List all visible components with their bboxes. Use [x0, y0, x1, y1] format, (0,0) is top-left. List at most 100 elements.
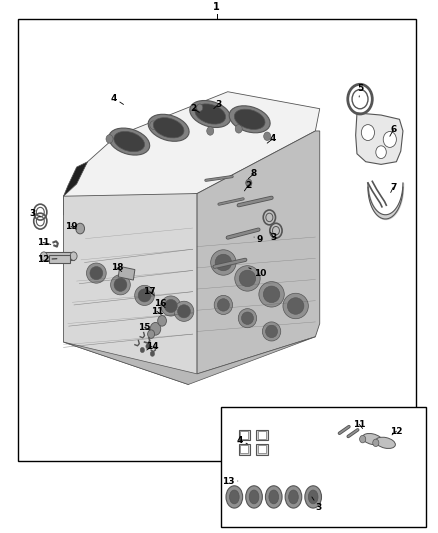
Circle shape	[361, 125, 374, 141]
Text: 10: 10	[249, 268, 266, 278]
Circle shape	[196, 106, 203, 115]
Circle shape	[158, 316, 166, 326]
Circle shape	[150, 322, 161, 335]
Circle shape	[150, 351, 155, 357]
Ellipse shape	[283, 293, 308, 319]
Ellipse shape	[164, 300, 177, 312]
Ellipse shape	[86, 263, 106, 283]
Ellipse shape	[174, 301, 194, 321]
Text: 12: 12	[390, 426, 403, 435]
Ellipse shape	[235, 265, 260, 291]
Text: 8: 8	[248, 169, 257, 179]
Ellipse shape	[214, 295, 233, 314]
Polygon shape	[356, 113, 403, 164]
Ellipse shape	[229, 106, 270, 133]
Text: 11: 11	[151, 307, 163, 316]
Ellipse shape	[114, 132, 145, 152]
Text: 13: 13	[223, 477, 238, 486]
Bar	[221, 407, 426, 527]
Text: 4: 4	[237, 435, 247, 445]
Bar	[18, 19, 416, 462]
Bar	[256, 444, 268, 455]
Circle shape	[235, 125, 242, 133]
Ellipse shape	[265, 325, 278, 338]
Circle shape	[76, 223, 85, 234]
Circle shape	[383, 132, 396, 148]
Ellipse shape	[177, 305, 191, 318]
Text: 4: 4	[267, 134, 276, 143]
Polygon shape	[44, 252, 74, 261]
Text: 1: 1	[213, 2, 220, 12]
Text: 3: 3	[270, 232, 276, 242]
Text: 2: 2	[191, 104, 199, 113]
Text: 16: 16	[155, 300, 167, 309]
Text: 3: 3	[30, 209, 40, 218]
Ellipse shape	[373, 439, 379, 447]
Polygon shape	[64, 337, 315, 384]
Polygon shape	[197, 131, 320, 374]
Ellipse shape	[230, 490, 239, 504]
Ellipse shape	[90, 266, 103, 280]
Bar	[256, 430, 268, 440]
Ellipse shape	[148, 114, 189, 141]
Text: 3: 3	[312, 497, 322, 512]
Ellipse shape	[114, 278, 127, 292]
Ellipse shape	[265, 486, 282, 508]
Ellipse shape	[215, 254, 232, 271]
Ellipse shape	[262, 322, 281, 341]
Ellipse shape	[195, 104, 226, 124]
Ellipse shape	[226, 486, 243, 508]
Text: 12: 12	[37, 255, 57, 264]
Ellipse shape	[217, 298, 230, 311]
Ellipse shape	[239, 270, 256, 287]
Text: 15: 15	[138, 322, 151, 332]
Polygon shape	[64, 161, 88, 196]
Ellipse shape	[375, 437, 396, 448]
Text: 11: 11	[353, 420, 365, 429]
Ellipse shape	[109, 128, 150, 155]
Circle shape	[264, 132, 271, 141]
Bar	[240, 446, 248, 453]
Ellipse shape	[241, 312, 254, 325]
Circle shape	[246, 179, 252, 187]
Text: 4: 4	[111, 94, 124, 104]
Ellipse shape	[211, 250, 236, 275]
Ellipse shape	[138, 289, 151, 302]
Ellipse shape	[360, 435, 366, 443]
Circle shape	[106, 135, 113, 143]
Ellipse shape	[305, 486, 321, 508]
Circle shape	[150, 121, 157, 130]
Bar	[118, 266, 135, 280]
Ellipse shape	[70, 252, 77, 261]
Text: 19: 19	[65, 222, 77, 231]
Circle shape	[207, 127, 214, 135]
Ellipse shape	[161, 296, 180, 316]
Ellipse shape	[249, 490, 259, 504]
Ellipse shape	[289, 490, 298, 504]
Ellipse shape	[308, 490, 318, 504]
Polygon shape	[64, 92, 320, 215]
Text: 9: 9	[254, 235, 263, 244]
Ellipse shape	[238, 309, 257, 328]
Circle shape	[376, 146, 386, 158]
Ellipse shape	[40, 252, 47, 261]
Ellipse shape	[285, 486, 302, 508]
Text: 11: 11	[37, 238, 51, 247]
Text: 3: 3	[214, 100, 221, 109]
Polygon shape	[64, 193, 197, 384]
Text: 17: 17	[144, 287, 156, 296]
Ellipse shape	[110, 274, 131, 295]
Text: 18: 18	[111, 263, 123, 272]
Text: 5: 5	[357, 84, 363, 97]
Circle shape	[146, 344, 150, 349]
Bar	[240, 431, 248, 439]
Text: 2: 2	[244, 181, 251, 191]
Ellipse shape	[259, 281, 284, 307]
Text: 7: 7	[390, 183, 396, 192]
Bar	[258, 431, 266, 439]
Bar	[239, 444, 250, 455]
Ellipse shape	[287, 298, 304, 314]
Text: 14: 14	[146, 342, 158, 351]
Circle shape	[148, 330, 155, 338]
Ellipse shape	[263, 286, 280, 303]
